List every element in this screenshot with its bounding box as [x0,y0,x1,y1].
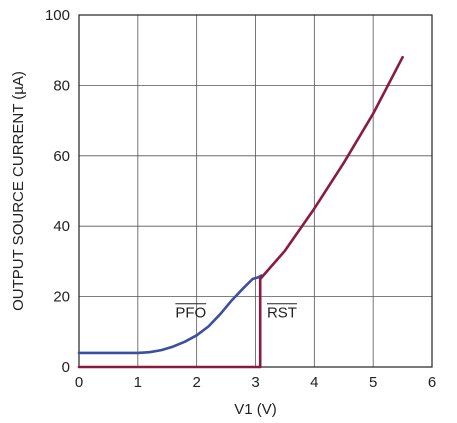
series-lines [77,55,404,369]
y-tick-label: 100 [45,7,70,24]
annotations: PFO RST [175,303,297,322]
grid [79,15,432,367]
y-tick-label: 60 [53,148,70,165]
y-tick-label: 40 [53,218,70,235]
annotation-rst: RST [267,305,297,322]
x-tick-label: 4 [310,374,318,391]
x-axis-label: V1 (V) [234,401,277,418]
y-tick-label: 0 [62,359,70,376]
y-axis-label: OUTPUT SOURCE CURRENT (µA) [10,71,27,311]
x-tick-label: 2 [192,374,200,391]
x-tick-label: 6 [428,374,436,391]
x-tick-label: 3 [251,374,259,391]
annotation-pfo: PFO [175,305,206,322]
x-tick-label: 1 [134,374,142,391]
series-line-rst [77,55,404,369]
y-tick-label: 80 [53,77,70,94]
x-tick-label: 0 [75,374,83,391]
series-line-pfo [77,274,263,355]
y-tick-label: 20 [53,289,70,306]
x-tick-label: 5 [369,374,377,391]
